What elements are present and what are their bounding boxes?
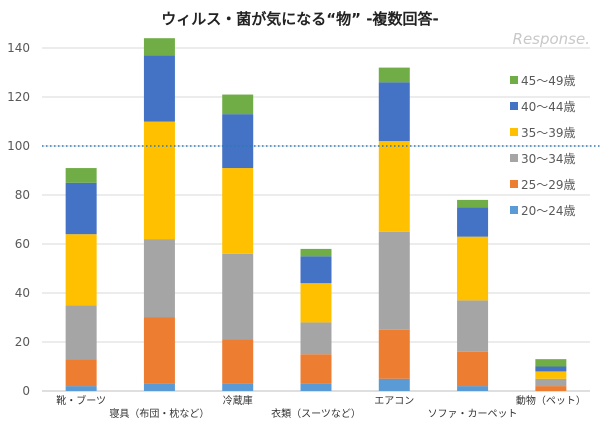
y-tick-label: 100 (7, 139, 30, 153)
bar-segment (143, 55, 175, 122)
x-category-label: 動物（ペット） (516, 394, 586, 407)
bar-segment (300, 248, 332, 257)
bar-segment (535, 366, 567, 372)
x-category-label: 寝具（布団・枕など） (109, 407, 209, 420)
x-category-label: 衣類（スーツなど） (271, 407, 361, 420)
bar-segment (457, 386, 489, 391)
y-tick-label: 80 (15, 188, 30, 202)
bar-segment (457, 351, 489, 387)
bar-segment (222, 383, 254, 391)
chart-title: ウィルス・菌が気になる“物” -複数回答- (161, 10, 439, 28)
bar-segment (222, 168, 254, 254)
bar-segment (457, 207, 489, 237)
bar-segment (457, 199, 489, 208)
x-category-label: 靴・ブーツ (56, 394, 106, 407)
legend-swatch (510, 76, 518, 84)
legend-label: 45～49歳 (521, 74, 576, 88)
bar-segment (222, 253, 254, 340)
bar-segment (378, 378, 410, 391)
legend-swatch (510, 206, 518, 214)
bar-segment (378, 329, 410, 379)
bar-segment (65, 182, 97, 235)
bar-segment (143, 383, 175, 391)
y-tick-label: 40 (15, 286, 30, 300)
bar-segment (378, 67, 410, 83)
watermark-logo: Response. (513, 30, 590, 48)
y-tick-label: 0 (22, 384, 30, 398)
y-tick-label: 140 (7, 41, 30, 55)
bar-segment (535, 359, 567, 367)
y-tick-label: 120 (7, 90, 30, 104)
legend-swatch (510, 102, 518, 110)
bar-segment (222, 94, 254, 115)
bar-segment (535, 386, 567, 391)
bar-segment (65, 305, 97, 360)
bar-segment (300, 256, 332, 284)
x-category-label: ソファ・カーペット (428, 408, 518, 420)
bar-segment (222, 114, 254, 169)
bar-segment (457, 300, 489, 352)
bar-segment (143, 239, 175, 318)
bar-segment (300, 354, 332, 384)
legend-swatch (510, 180, 518, 188)
bar-segment (143, 121, 175, 240)
bar-segment (143, 317, 175, 384)
bar-segment (457, 236, 489, 301)
bar-segment (535, 371, 567, 379)
bar-segment (300, 383, 332, 391)
bar-segment (143, 38, 175, 56)
bar-segment (378, 141, 410, 232)
bar-segment (65, 359, 97, 387)
x-category-label: エアコン (374, 396, 414, 407)
legend-swatch (510, 128, 518, 136)
bar-segment (378, 82, 410, 142)
bar-segment (300, 283, 332, 323)
legend-label: 30～34歳 (521, 152, 576, 166)
bar-segment (378, 231, 410, 330)
x-category-label: 冷蔵庫 (223, 394, 253, 407)
legend-swatch (510, 154, 518, 162)
bar-segment (222, 339, 254, 384)
legend-label: 25～29歳 (521, 178, 576, 192)
bar-segment (65, 168, 97, 183)
bar-segment (535, 378, 567, 387)
y-tick-label: 60 (15, 237, 30, 251)
legend-label: 35～39歳 (521, 126, 576, 140)
bar-segment (65, 234, 97, 306)
bar-segment (65, 386, 97, 391)
bar-segment (300, 322, 332, 355)
legend-label: 40～44歳 (521, 100, 576, 114)
legend-label: 20～24歳 (521, 204, 576, 218)
y-tick-label: 20 (15, 335, 30, 349)
